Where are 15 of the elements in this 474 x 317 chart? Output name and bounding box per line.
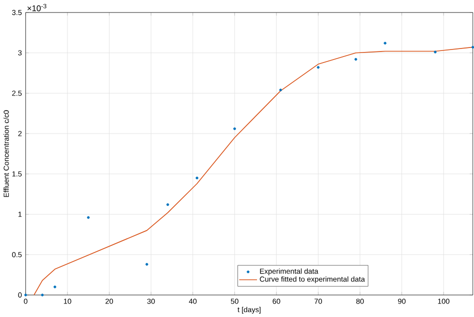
point: [145, 262, 148, 266]
point: [196, 176, 198, 180]
line-series: [34, 46, 474, 295]
text: ×10$^{-3}$: [27, 4, 46, 12]
point: [434, 50, 437, 54]
point: [166, 203, 170, 206]
point: [354, 58, 358, 61]
point: [384, 42, 386, 44]
point: [54, 286, 56, 288]
point: [86, 216, 90, 219]
point: [279, 88, 282, 92]
point: [233, 127, 236, 130]
point: [41, 294, 44, 296]
point: [316, 66, 320, 69]
point: [24, 294, 28, 296]
